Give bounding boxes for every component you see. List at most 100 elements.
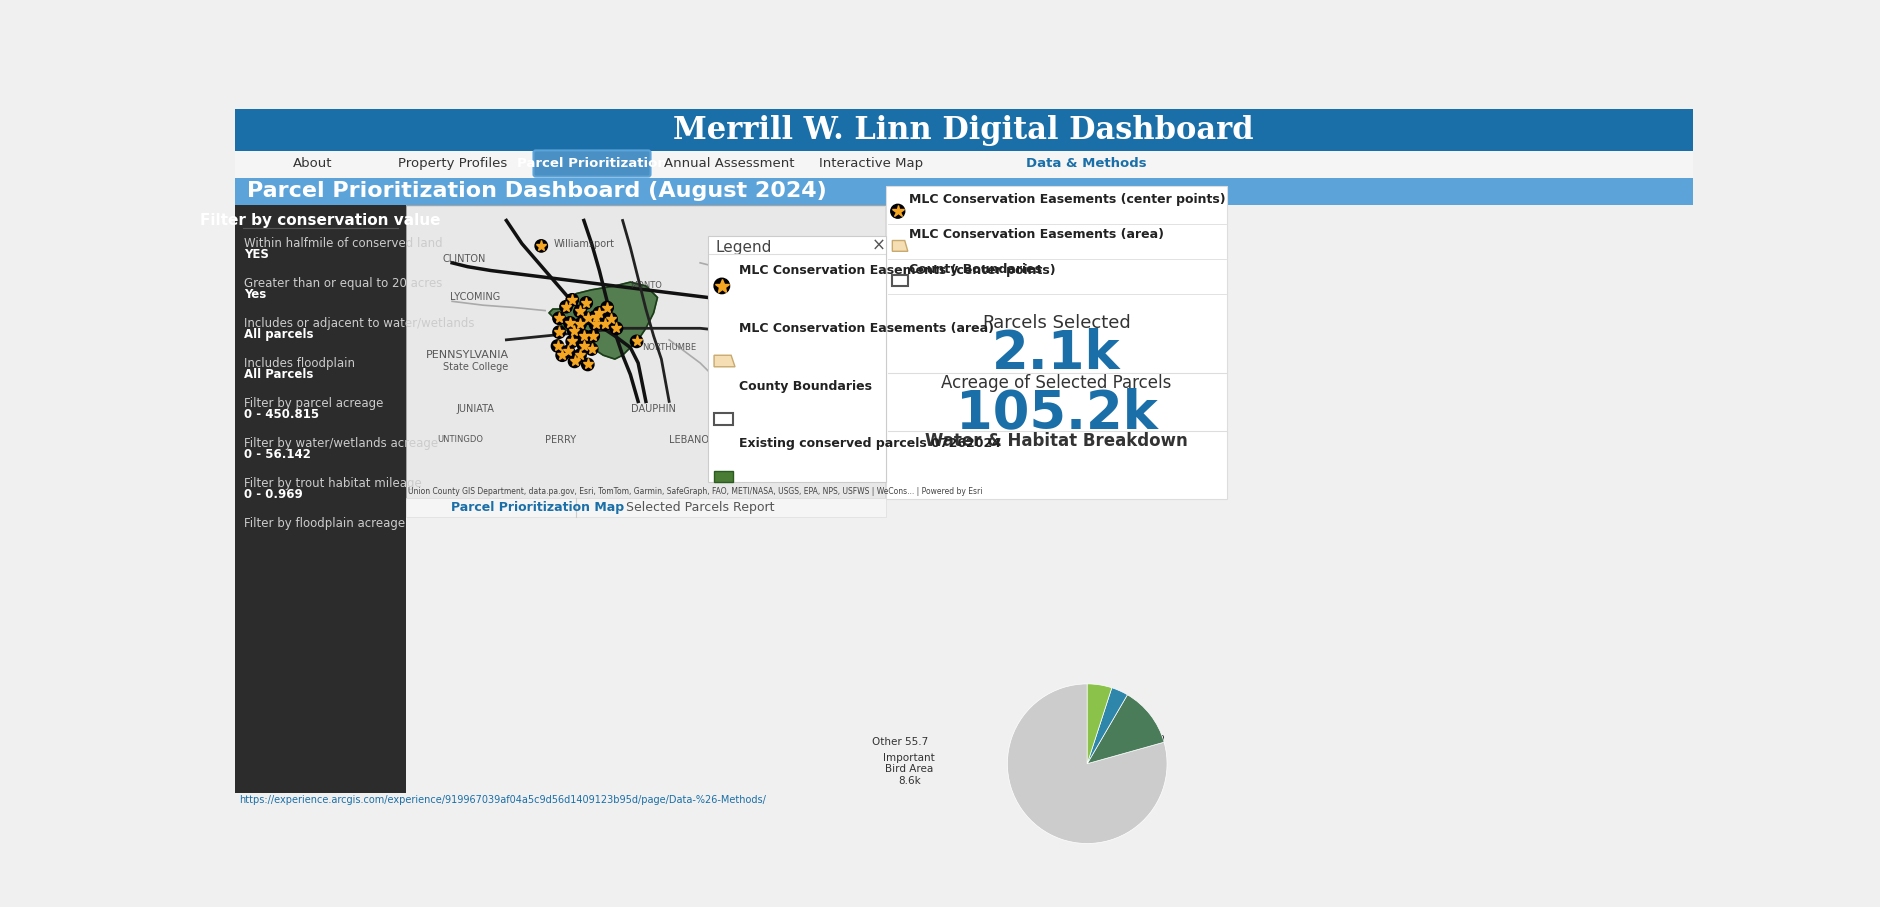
FancyBboxPatch shape	[707, 236, 885, 483]
FancyBboxPatch shape	[885, 186, 1226, 499]
Circle shape	[891, 204, 904, 219]
Circle shape	[587, 330, 600, 342]
Text: County Boundaries: County Boundaries	[908, 262, 1042, 276]
Text: MONTO: MONTO	[630, 281, 662, 290]
Text: State College: State College	[442, 362, 508, 372]
FancyBboxPatch shape	[235, 178, 1692, 205]
Circle shape	[566, 294, 579, 306]
Circle shape	[577, 330, 590, 342]
Text: Interactive Map: Interactive Map	[818, 157, 923, 170]
Text: 0 - 450.815: 0 - 450.815	[244, 408, 320, 421]
Circle shape	[609, 322, 622, 335]
Text: Existing conserved parcels 07262024: Existing conserved parcels 07262024	[739, 437, 1000, 450]
FancyBboxPatch shape	[235, 793, 1692, 807]
Circle shape	[592, 307, 605, 319]
Circle shape	[714, 278, 729, 294]
Text: 105.2k: 105.2k	[955, 388, 1156, 440]
Circle shape	[579, 297, 592, 309]
Circle shape	[577, 340, 590, 352]
Circle shape	[553, 326, 566, 338]
Circle shape	[600, 301, 613, 314]
Text: Acreage of Selected Parcels: Acreage of Selected Parcels	[940, 374, 1171, 392]
FancyBboxPatch shape	[406, 498, 885, 517]
Text: Parcel Prioritization: Parcel Prioritization	[517, 157, 666, 170]
Text: Water/Wetla
nds 2.4k: Water/Wetla nds 2.4k	[1090, 758, 1154, 780]
Text: NORTHUMBE: NORTHUMBE	[641, 343, 696, 352]
FancyBboxPatch shape	[406, 207, 884, 498]
Text: DAUPHIN: DAUPHIN	[632, 405, 675, 414]
Text: About: About	[293, 157, 333, 170]
Text: Water & Habitat Breakdown: Water & Habitat Breakdown	[925, 432, 1188, 450]
Polygon shape	[549, 282, 658, 359]
Circle shape	[573, 349, 587, 361]
Text: LEBANON: LEBANON	[667, 435, 716, 445]
Circle shape	[568, 356, 581, 367]
Text: LYCOMING: LYCOMING	[449, 292, 500, 303]
Text: Merrill W. Linn Digital Dashboard: Merrill W. Linn Digital Dashboard	[673, 115, 1254, 146]
Text: MLC Conservation Easements (center points): MLC Conservation Easements (center point…	[908, 193, 1226, 206]
Text: 0 - 56.142: 0 - 56.142	[244, 448, 310, 461]
Text: Parcel Prioritization Map: Parcel Prioritization Map	[451, 502, 624, 514]
Text: Includes or adjacent to water/wetlands: Includes or adjacent to water/wetlands	[244, 317, 474, 330]
Text: County Boundaries: County Boundaries	[739, 379, 872, 393]
Text: Within halfmile of conserved land: Within halfmile of conserved land	[244, 237, 444, 250]
Circle shape	[581, 358, 594, 371]
Text: PENNSYLVANIA: PENNSYLVANIA	[427, 350, 509, 360]
Text: MLC Conservation Easements (area): MLC Conservation Easements (area)	[739, 322, 993, 335]
Text: All Parcels: All Parcels	[244, 368, 314, 381]
Text: Parcel Prioritization Dashboard (August 2024): Parcel Prioritization Dashboard (August …	[246, 181, 825, 201]
Text: ×: ×	[870, 237, 885, 255]
Text: Filter by conservation value: Filter by conservation value	[199, 213, 440, 228]
Text: Selected Parcels Report: Selected Parcels Report	[626, 502, 775, 514]
FancyBboxPatch shape	[406, 205, 885, 499]
Polygon shape	[891, 240, 908, 251]
Text: YES: YES	[244, 248, 269, 261]
Text: Legend: Legend	[714, 240, 771, 255]
Text: Union County GIS Department, data.pa.gov, Esri, TomTom, Garmin, SafeGraph, FAO, : Union County GIS Department, data.pa.gov…	[408, 487, 981, 496]
Circle shape	[556, 349, 568, 361]
Text: PERRY: PERRY	[545, 435, 575, 445]
Text: Includes floodplain: Includes floodplain	[244, 357, 355, 370]
Circle shape	[573, 305, 587, 317]
FancyBboxPatch shape	[235, 205, 406, 807]
Text: Important
Bird Area
8.6k: Important Bird Area 8.6k	[884, 753, 934, 786]
Text: JUNIATA: JUNIATA	[457, 405, 494, 414]
Circle shape	[564, 317, 575, 329]
Text: 2.1k: 2.1k	[993, 327, 1120, 380]
Circle shape	[588, 318, 602, 330]
Circle shape	[605, 313, 617, 326]
Circle shape	[553, 312, 566, 325]
Circle shape	[630, 336, 643, 347]
Polygon shape	[714, 356, 735, 366]
Text: MLC Conservation Easements (center points): MLC Conservation Easements (center point…	[739, 264, 1055, 277]
Text: Annual Assessment: Annual Assessment	[664, 157, 795, 170]
Text: https://experience.arcgis.com/experience/919967039af04a5c9d56d1409123b95d/page/D: https://experience.arcgis.com/experience…	[239, 795, 765, 805]
Circle shape	[566, 336, 579, 347]
Text: All parcels: All parcels	[244, 328, 314, 341]
Wedge shape	[1087, 684, 1111, 764]
Text: 0 - 0.969: 0 - 0.969	[244, 488, 303, 501]
Circle shape	[581, 312, 594, 325]
Text: Yes: Yes	[244, 288, 267, 301]
Text: Other 55.7: Other 55.7	[872, 736, 927, 746]
Text: CLINTON: CLINTON	[442, 254, 485, 264]
Wedge shape	[1008, 684, 1166, 844]
Circle shape	[562, 346, 573, 357]
FancyBboxPatch shape	[235, 109, 1692, 151]
Wedge shape	[1087, 688, 1126, 764]
Text: Greater than or equal to 20 acres: Greater than or equal to 20 acres	[244, 278, 442, 290]
Circle shape	[573, 318, 587, 330]
FancyBboxPatch shape	[235, 151, 1692, 178]
Text: Parcels Selected: Parcels Selected	[981, 314, 1130, 332]
Circle shape	[585, 343, 598, 356]
Polygon shape	[714, 471, 733, 483]
Text: Filter by parcel acreage: Filter by parcel acreage	[244, 397, 384, 410]
Wedge shape	[1087, 695, 1164, 764]
Circle shape	[560, 300, 572, 313]
Text: Filter by trout habitat mileage: Filter by trout habitat mileage	[244, 477, 421, 491]
FancyBboxPatch shape	[534, 151, 650, 177]
Text: Floodplain
3.5k: Floodplain 3.5k	[1111, 733, 1164, 755]
Text: UNTINGDO: UNTINGDO	[436, 435, 483, 444]
Circle shape	[551, 340, 564, 352]
Text: Filter by water/wetlands acreage: Filter by water/wetlands acreage	[244, 437, 438, 450]
